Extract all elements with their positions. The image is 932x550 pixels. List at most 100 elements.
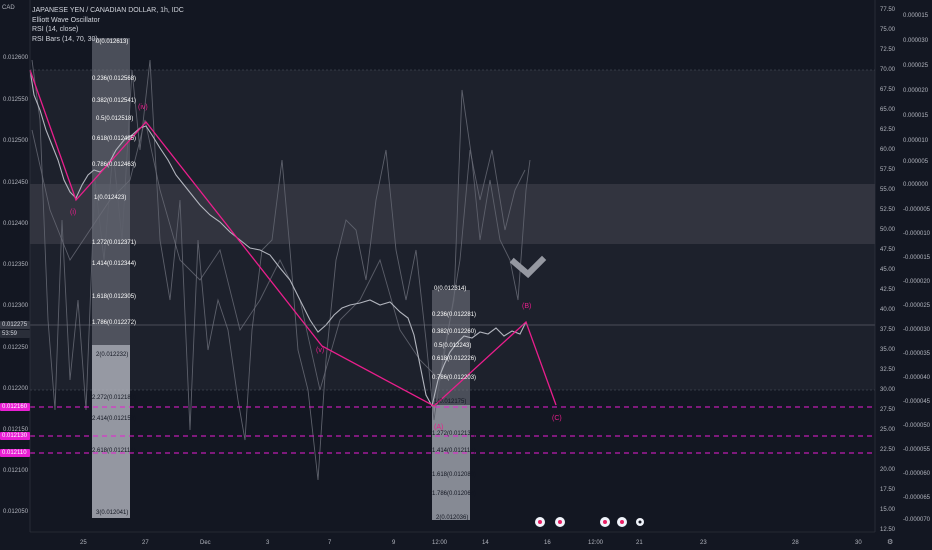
wave-label: (i) — [70, 209, 77, 216]
left-tick: 0.012500 — [3, 138, 29, 144]
fib-level: 0.382(0.012541) — [92, 98, 137, 104]
rsi-tick: 35.00 — [880, 347, 896, 353]
fib-level: 1.414(0.012117) — [432, 448, 476, 454]
fib-level: 0.618(0.012226) — [432, 356, 477, 362]
fib-level: 1.272(0.012137) — [432, 431, 477, 437]
fib-level: 1(0.012423) — [94, 195, 127, 201]
time-tick: 16 — [544, 540, 551, 546]
ewo-tick: 0.000020 — [903, 88, 929, 94]
level-tag-1[interactable]: 0.012160 — [0, 403, 30, 411]
time-tick: 23 — [700, 540, 707, 546]
time-tick: 30 — [855, 540, 862, 546]
level-tag-2[interactable]: 0.012130 — [0, 432, 30, 440]
event-icons[interactable] — [535, 517, 644, 527]
left-tick: 0.012550 — [3, 97, 29, 103]
time-tick: 14 — [482, 540, 489, 546]
rsi-tick: 30.00 — [880, 387, 896, 393]
ewo-tick: -0.000025 — [903, 303, 931, 309]
rsi-tick: 65.00 — [880, 107, 896, 113]
rsi-tick: 45.00 — [880, 267, 896, 273]
fib-level: 2.618(0.012114) — [92, 448, 136, 454]
rsi-tick: 22.50 — [880, 447, 896, 453]
time-tick: 3 — [266, 540, 270, 546]
time-tick: 12:00 — [432, 540, 448, 546]
fib-level: 2(0.012036) — [436, 515, 469, 521]
rsi-tick: 17.50 — [880, 487, 896, 493]
fib-level: 1(0.012175) — [434, 399, 467, 405]
level-tag-3[interactable]: 0.012110 — [0, 449, 30, 457]
fib-level: 1.414(0.012344) — [92, 261, 137, 267]
ewo-tick: -0.000015 — [903, 255, 931, 261]
ewo-tick: -0.000070 — [903, 517, 931, 523]
check-icon — [509, 255, 547, 279]
fib-level: 1.786(0.012064) — [432, 491, 477, 497]
fib-level: 2(0.012232) — [96, 352, 129, 358]
left-tick: 0.012200 — [3, 386, 29, 392]
fib-level: 2.414(0.012153) — [92, 416, 137, 422]
left-tick: 0.012150 — [3, 427, 29, 433]
ewo-tick: 0.000030 — [903, 38, 929, 44]
fib-box-2-lower — [432, 405, 470, 520]
ewo-tick: -0.000055 — [903, 447, 931, 453]
price-line — [29, 69, 527, 408]
ewo-tick: -0.000010 — [903, 231, 931, 237]
chart-legend: JAPANESE YEN / CANADIAN DOLLAR, 1h, IDC … — [32, 6, 184, 44]
left-tick: 0.012300 — [3, 303, 29, 309]
fib-box-2 — [432, 290, 470, 520]
ewo-tick: -0.000020 — [903, 279, 931, 285]
ewo-tick: 0.000005 — [903, 159, 929, 165]
ewo-tick: 0.000010 — [903, 138, 929, 144]
rsi-tick: 50.00 — [880, 227, 896, 233]
rsi-tick: 37.50 — [880, 327, 896, 333]
rsi-tick: 75.00 — [880, 27, 896, 33]
indicator-rsi-bars[interactable]: RSI Bars (14, 70, 30) — [32, 35, 98, 43]
left-tick: 0.012100 — [3, 468, 29, 474]
elliott-wave-line — [29, 69, 557, 407]
fib-level: 0.236(0.012568) — [92, 76, 137, 82]
countdown-tag: 53:59 — [0, 330, 30, 338]
wave-label: (B) — [522, 303, 532, 310]
wave-label: (A) — [434, 424, 444, 431]
indicator-rsi[interactable]: RSI (14, close) — [32, 26, 79, 33]
time-tick: 7 — [328, 540, 332, 546]
ewo-tick: 0.000015 — [903, 13, 929, 19]
ewo-tick: -0.000030 — [903, 327, 931, 333]
rsi-tick: 55.00 — [880, 187, 896, 193]
ewo-tick: -0.000040 — [903, 375, 931, 381]
time-tick: 28 — [792, 540, 799, 546]
rsi-tick: 47.50 — [880, 247, 896, 253]
symbol-title[interactable]: JAPANESE YEN / CANADIAN DOLLAR, 1h, IDC — [32, 7, 184, 14]
fib-level: 0.5(0.012518) — [96, 116, 134, 122]
fib-level: 0.786(0.012463) — [92, 162, 137, 168]
time-tick: 9 — [392, 540, 396, 546]
settings-icon[interactable]: ⚙ — [887, 539, 894, 546]
fib-level: 1.618(0.012089) — [432, 472, 477, 478]
fib-level: 0.236(0.012281) — [432, 312, 477, 318]
ewo-tick: -0.000005 — [903, 207, 931, 213]
left-tick: 0.012600 — [3, 55, 29, 61]
rsi-midband — [30, 184, 875, 244]
left-tick: 0.012250 — [3, 345, 29, 351]
left-tick: 0.012400 — [3, 221, 29, 227]
rsi-tick: 62.50 — [880, 127, 896, 133]
fib-level: 2.272(0.012180) — [92, 395, 137, 401]
fib-level: 1.786(0.012272) — [92, 320, 137, 326]
rsi-tick: 60.00 — [880, 147, 896, 153]
indicator-ewo[interactable]: Elliott Wave Oscillator — [32, 16, 100, 24]
rsi-tick: 57.50 — [880, 167, 896, 173]
ewo-tick: 0.000015 — [903, 113, 929, 119]
time-tick: 25 — [80, 540, 87, 546]
ewo-tick: 0.000025 — [903, 63, 929, 69]
fib-level: 1.272(0.012371) — [92, 240, 137, 246]
wave-label: (iv) — [138, 104, 148, 111]
fib-level: 0.382(0.012260) — [432, 329, 477, 335]
ewo-tick: -0.000035 — [903, 351, 931, 357]
rsi-tick: 25.00 — [880, 427, 896, 433]
ewo-tick: -0.000050 — [903, 423, 931, 429]
rsi-tick: 27.50 — [880, 407, 896, 413]
rsi-tick: 52.50 — [880, 207, 896, 213]
ewo-tick: -0.000045 — [903, 399, 931, 405]
time-tick: 12:00 — [588, 540, 604, 546]
wave-label: (C) — [552, 415, 562, 422]
